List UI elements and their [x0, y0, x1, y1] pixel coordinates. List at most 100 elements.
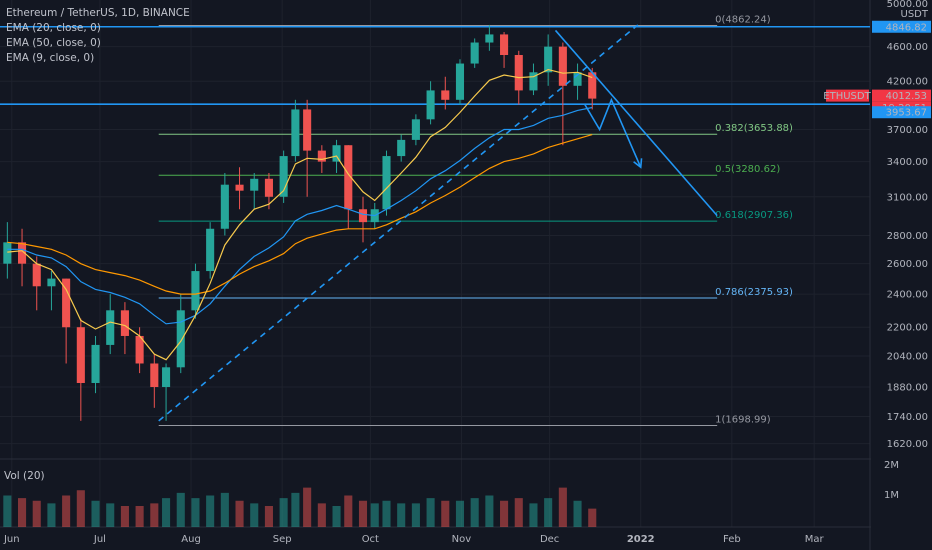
fib-level-label: 0.786(2375.93): [715, 287, 793, 298]
time-tick-label: Jun: [3, 534, 20, 545]
candle-body: [358, 209, 368, 223]
volume-bar: [344, 495, 353, 527]
price-tick-label: 5000.00: [887, 0, 928, 10]
volume-bar: [176, 492, 185, 527]
chart-legend: Ethereum / TetherUS, 1D, BINANCE EMA (20…: [6, 6, 190, 66]
price-tick-label: 2400.00: [887, 290, 928, 301]
volume-bar: [529, 503, 538, 527]
ema-line: [7, 134, 593, 295]
trend-line: [158, 24, 639, 422]
trend-line: [554, 29, 718, 217]
symbol-tag-text: ETHUSDT: [823, 91, 871, 102]
candle-body: [544, 46, 553, 73]
ema-9-legend[interactable]: EMA (9, close, 0): [6, 52, 95, 64]
volume-bar: [18, 498, 27, 527]
drawings[interactable]: [158, 24, 718, 422]
fib-level-label: 0.5(3280.62): [715, 164, 780, 175]
volume-bar: [91, 500, 100, 527]
price-badge-text: 4846.82: [886, 22, 927, 33]
volume-tick-label: 2M: [884, 460, 899, 471]
price-badge-bg: [872, 20, 931, 33]
time-tick-label: Dec: [540, 534, 559, 545]
candle-body: [344, 145, 353, 210]
volume-bar: [441, 500, 450, 527]
volume-bar: [120, 506, 129, 527]
candle-body: [3, 242, 12, 264]
volume-bar: [397, 503, 406, 527]
candle-body: [426, 90, 435, 120]
price-badge: 3953.67: [872, 106, 931, 119]
candle-body: [317, 150, 326, 162]
ema-50-legend[interactable]: EMA (50, close, 0): [6, 37, 101, 49]
volume-bar: [426, 498, 435, 527]
volume-bar: [220, 492, 229, 527]
candles: [3, 24, 597, 421]
volume-bar: [32, 500, 41, 527]
volume-bar: [370, 503, 379, 527]
volume-bar: [382, 500, 391, 527]
fibonacci-retracement[interactable]: 0(4862.24) 0.382(3653.88) 0.5(3280.62) 0.61…: [158, 15, 793, 427]
candle-body: [588, 72, 597, 99]
volume-bar: [235, 500, 244, 527]
price-tick-label: 1740.00: [887, 412, 928, 423]
volume-bar: [455, 500, 465, 527]
candle-body: [191, 271, 200, 311]
time-tick-label: Oct: [362, 534, 379, 545]
time-axis[interactable]: Jun Jul Aug Sep Oct Nov Dec 2022 Feb Mar: [3, 534, 825, 545]
volume-legend[interactable]: Vol (20): [4, 470, 45, 482]
candle-body: [264, 178, 273, 197]
ema-20-legend[interactable]: EMA (20, close, 0): [6, 22, 101, 34]
price-badge: 4012.53: [872, 89, 931, 102]
volume-bar: [411, 503, 420, 527]
ema-line: [7, 106, 593, 325]
candle-body: [120, 310, 129, 336]
projection-path: [584, 97, 642, 168]
symbol-tag-bg: [826, 89, 869, 102]
candle-body: [76, 327, 85, 383]
ema-lines: [7, 68, 593, 361]
volume-bar: [514, 498, 523, 527]
price-badge-text: 3953.67: [886, 108, 927, 119]
candle-body: [250, 178, 259, 191]
projection-arrowhead: [633, 158, 643, 169]
fib-level-label: 0.618(2907.36): [715, 210, 793, 221]
volume-bar: [588, 508, 597, 527]
volume-pane: [3, 487, 597, 527]
volume-bar: [250, 503, 259, 527]
price-tick-label: 2040.00: [887, 351, 928, 362]
volume-bar: [135, 506, 144, 527]
candle-body: [47, 278, 56, 287]
candle-body: [291, 109, 300, 157]
volume-bar: [62, 495, 71, 527]
candle-body: [18, 242, 27, 264]
volume-bar: [558, 487, 567, 527]
price-tick-label: 3100.00: [887, 192, 928, 203]
candle-body: [32, 263, 41, 287]
candle-body: [135, 335, 144, 364]
price-tick-label: 3700.00: [887, 125, 928, 136]
price-badge: 4846.82: [872, 20, 931, 33]
candle-body: [529, 72, 538, 91]
price-tick-label: 4200.00: [887, 77, 928, 88]
candle-body: [303, 109, 312, 151]
volume-bar: [317, 503, 326, 527]
candle-body: [558, 46, 567, 86]
candle-body: [220, 184, 229, 229]
time-tick-label: Sep: [273, 534, 292, 545]
candle-body: [150, 363, 159, 388]
price-tick-label: 3400.00: [887, 157, 928, 168]
symbol-title[interactable]: Ethereum / TetherUS, 1D, BINANCE: [6, 7, 190, 19]
horizontal-lines[interactable]: [0, 25, 870, 106]
price-tick-label: 2200.00: [887, 323, 928, 334]
volume-bar: [162, 498, 171, 527]
time-tick-label: Mar: [805, 534, 825, 545]
fib-level-label: 1(1698.99): [715, 415, 771, 426]
candle-body: [470, 42, 479, 64]
candle-body: [279, 156, 288, 197]
time-tick-label: 2022: [627, 534, 655, 545]
volume-tick-label: 1M: [884, 490, 899, 501]
price-badge-bg: [872, 106, 931, 119]
volume-bar: [303, 487, 312, 527]
